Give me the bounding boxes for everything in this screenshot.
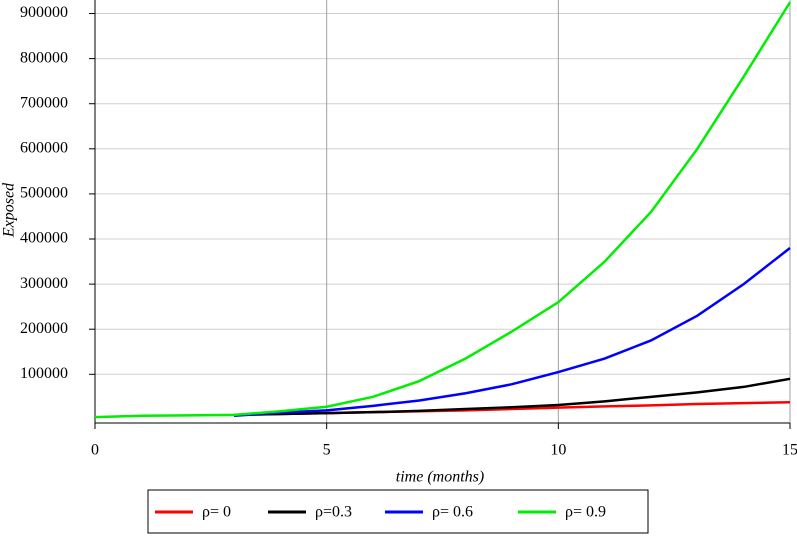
legend-box	[147, 489, 649, 534]
series-line	[233, 247, 791, 418]
legend-label: ρ= 0	[202, 504, 231, 521]
y-tick-label: 300000	[20, 275, 68, 292]
x-axis-title: time (months)	[396, 469, 484, 486]
y-tick-label: 700000	[20, 94, 68, 111]
y-tick-label: 600000	[20, 139, 68, 156]
legend-label: ρ=0.3	[315, 504, 352, 521]
x-tick-label: 10	[550, 442, 566, 459]
legend-label: ρ= 0.9	[565, 504, 606, 521]
x-tick-label: 15	[782, 442, 797, 459]
x-tick-label: 0	[91, 442, 99, 459]
x-tick-label: 5	[323, 442, 331, 459]
y-tick-label: 900000	[20, 4, 68, 21]
series-line	[94, 1, 792, 419]
y-tick-label: 100000	[20, 365, 68, 382]
y-axis-title: Exposed	[1, 182, 18, 238]
y-tick-label: 800000	[20, 49, 68, 66]
y-tick-label: 200000	[20, 320, 68, 337]
y-tick-label: 400000	[20, 230, 68, 247]
legend-label: ρ= 0.6	[432, 504, 473, 521]
y-tick-label: 500000	[20, 185, 68, 202]
series-line	[233, 377, 791, 417]
